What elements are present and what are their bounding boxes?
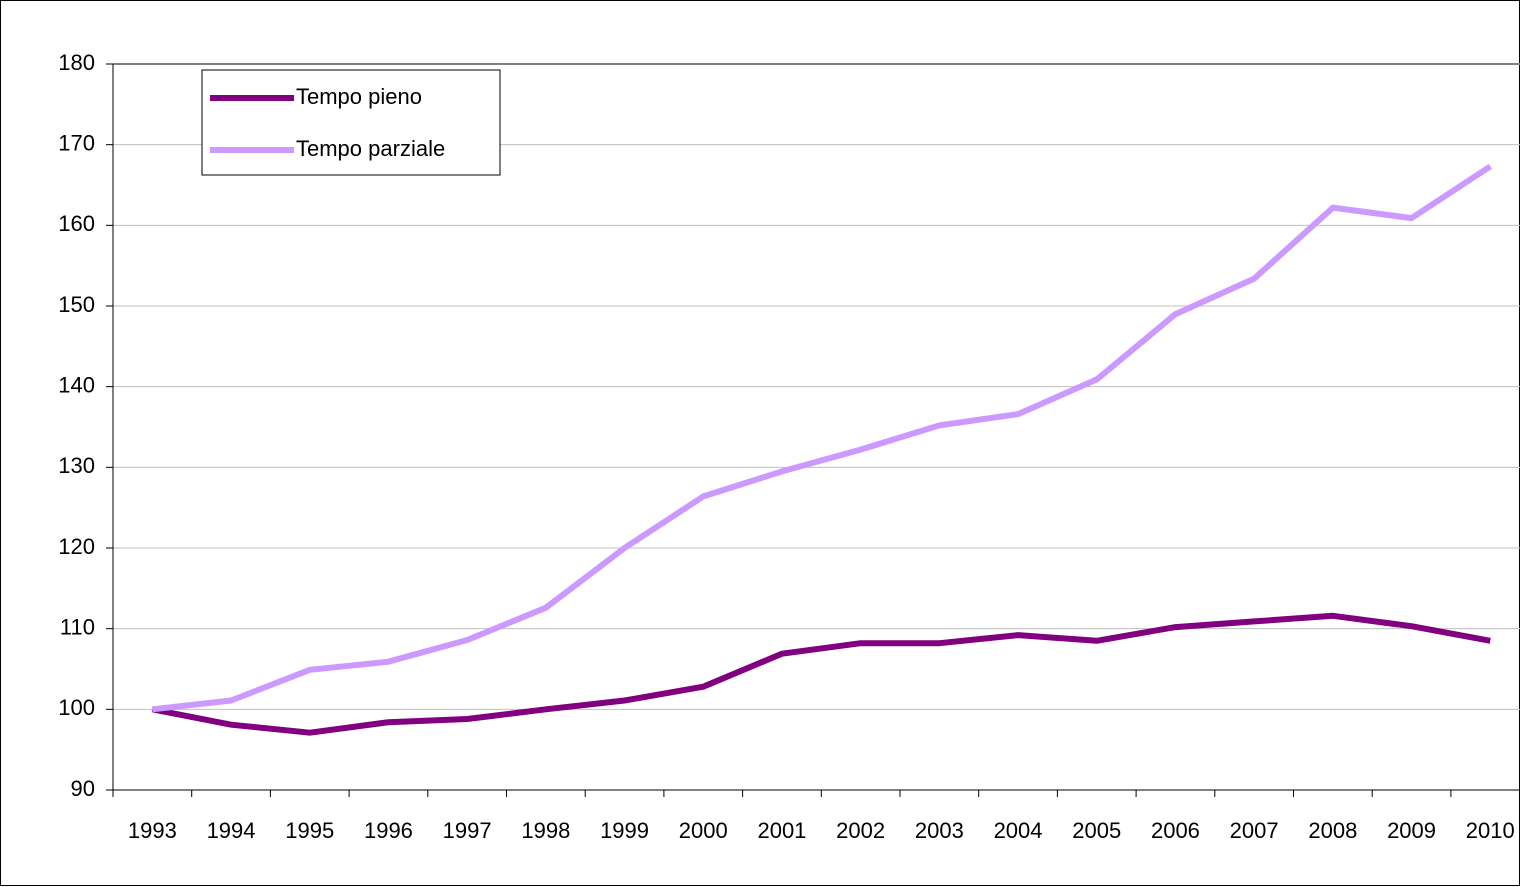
x-tick-label: 1994 (207, 818, 256, 843)
y-tick-label: 110 (60, 614, 95, 639)
y-tick-label: 140 (58, 372, 95, 397)
x-tick-label: 2000 (679, 818, 728, 843)
legend-box (201, 69, 501, 176)
x-tick-label: 2007 (1230, 818, 1279, 843)
x-tick-label: 1993 (128, 818, 177, 843)
series-line (151, 163, 1492, 713)
legend-label: Tempo pieno (296, 84, 422, 109)
x-tick-label: 1999 (600, 818, 649, 843)
x-tick-label: 2003 (915, 818, 964, 843)
x-tick-label: 2010 (1466, 818, 1515, 843)
x-tick-label: 2001 (757, 818, 806, 843)
y-tick-label: 150 (58, 292, 95, 317)
x-tick-label: 1995 (285, 818, 334, 843)
x-tick-label: 2006 (1151, 818, 1200, 843)
legend-label: Tempo parziale (296, 136, 445, 161)
x-tick-label: 1997 (443, 818, 492, 843)
x-tick-label: 1998 (521, 818, 570, 843)
y-tick-label: 120 (58, 534, 95, 559)
y-tick-label: 100 (58, 695, 95, 720)
x-tick-label: 2009 (1387, 818, 1436, 843)
x-tick-label: 2002 (836, 818, 885, 843)
y-tick-label: 160 (58, 211, 95, 236)
y-tick-label: 90 (71, 776, 95, 801)
y-tick-label: 130 (58, 453, 95, 478)
x-tick-label: 1996 (364, 818, 413, 843)
x-tick-label: 2004 (994, 818, 1043, 843)
x-tick-label: 2005 (1072, 818, 1121, 843)
x-tick-label: 2008 (1308, 818, 1357, 843)
y-tick-label: 180 (58, 50, 95, 75)
series-line (151, 612, 1491, 736)
y-tick-label: 170 (58, 130, 95, 155)
